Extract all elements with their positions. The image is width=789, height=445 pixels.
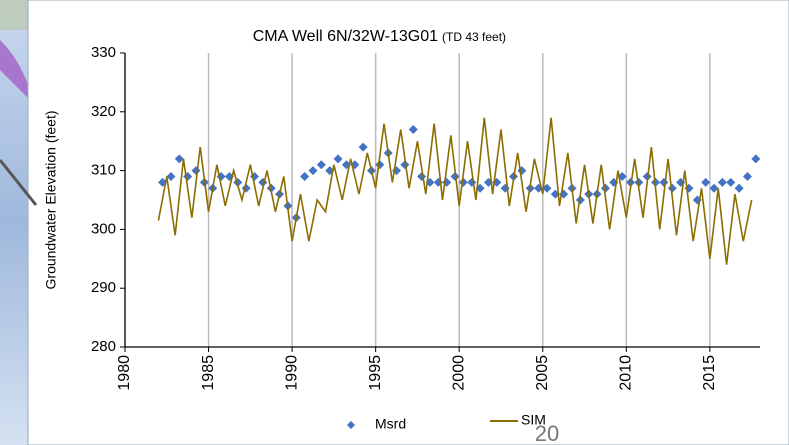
x-tick-label: 1995	[367, 355, 384, 391]
msrd-point	[734, 183, 744, 193]
msrd-point	[166, 171, 176, 181]
x-tick-label: 1980	[116, 355, 133, 391]
chart-panel	[27, 0, 789, 445]
x-tick-label: 2000	[450, 355, 467, 391]
x-tick-label: 1985	[200, 355, 217, 391]
msrd-point	[575, 195, 585, 205]
sim-line	[157, 117, 753, 265]
x-tick-label: 1990	[283, 355, 300, 391]
page-number: 20	[535, 421, 559, 445]
x-tick-label: 2005	[534, 355, 551, 391]
y-tick-label: 290	[91, 279, 116, 296]
msrd-point	[667, 183, 677, 193]
y-tick-label: 310	[91, 162, 116, 179]
decoration	[0, 0, 28, 30]
msrd-point	[308, 166, 318, 176]
msrd-point	[458, 177, 468, 187]
msrd-point	[542, 183, 552, 193]
msrd-point	[316, 160, 326, 170]
y-tick-label: 280	[91, 338, 116, 355]
msrd-point	[751, 154, 761, 164]
msrd-point	[174, 154, 184, 164]
msrd-point	[709, 183, 719, 193]
msrd-point	[375, 160, 385, 170]
chart-title: CMA Well 6N/32W-13G01	[253, 28, 438, 45]
decoration	[0, 40, 30, 100]
pointer-arrow	[0, 159, 38, 206]
msrd-point	[634, 177, 644, 187]
chart-subtitle: (TD 43 feet)	[442, 30, 506, 44]
msrd-point	[742, 171, 752, 181]
msrd-point	[717, 177, 727, 187]
x-tick-label: 2015	[701, 355, 718, 391]
msrd-point	[625, 177, 635, 187]
y-tick-label: 320	[91, 103, 116, 120]
legend-label: Msrd	[375, 416, 406, 432]
msrd-point	[600, 183, 610, 193]
msrd-point	[333, 154, 343, 164]
msrd-point	[726, 177, 736, 187]
msrd-point	[408, 124, 418, 134]
x-tick-label: 2010	[618, 355, 635, 391]
y-axis-label: Groundwater Elevation (feet)	[43, 111, 59, 290]
legend-label: SIM	[521, 412, 546, 428]
legend-swatch	[347, 421, 355, 429]
msrd-point	[400, 160, 410, 170]
msrd-point	[701, 177, 711, 187]
msrd-point	[300, 171, 310, 181]
y-tick-label: 300	[91, 220, 116, 237]
y-tick-label: 330	[91, 44, 116, 61]
msrd-point	[358, 142, 368, 152]
